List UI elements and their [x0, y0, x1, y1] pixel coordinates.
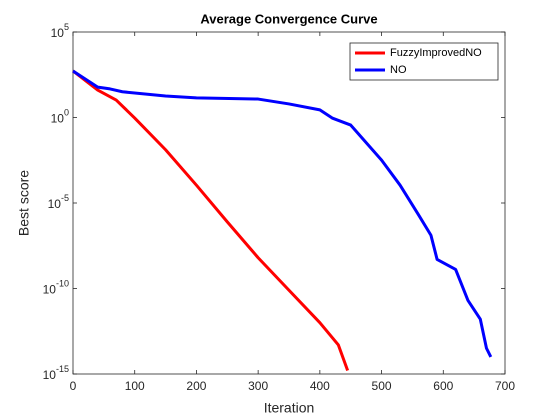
- chart-title: Average Convergence Curve: [200, 11, 377, 26]
- legend-box: [349, 42, 499, 81]
- x-tick-label: 500: [372, 379, 392, 393]
- x-axis-label: Iteration: [264, 400, 315, 416]
- y-tick-label: 10-5: [48, 193, 69, 211]
- x-tick-label: 0: [70, 379, 77, 393]
- tick-exponent: -15: [56, 364, 69, 374]
- x-tick-label: 400: [310, 379, 330, 393]
- y-axis-label: Best score: [16, 170, 32, 236]
- tick-base: 10: [51, 26, 65, 40]
- x-tick-label: 100: [125, 379, 145, 393]
- y-tick-label: 10-15: [43, 364, 69, 382]
- y-tick-label: 10-10: [43, 279, 69, 297]
- line-series: [72, 69, 350, 372]
- x-tick-label: 600: [433, 379, 453, 393]
- legend-label: NO: [390, 64, 407, 76]
- x-tick-label: 200: [186, 379, 206, 393]
- y-tick-label: 105: [51, 22, 69, 40]
- x-tick-label: 700: [495, 379, 515, 393]
- plot-frame: [72, 31, 506, 375]
- line-series: [72, 69, 493, 358]
- y-tick-label: 100: [51, 108, 69, 126]
- tick-base: 10: [51, 112, 65, 126]
- legend-label: FuzzyImprovedNO: [390, 47, 482, 59]
- tick-base: 10: [43, 368, 57, 382]
- tick-exponent: -10: [56, 279, 69, 289]
- x-tick-label: 300: [248, 379, 268, 393]
- tick-exponent: 5: [64, 22, 69, 32]
- tick-base: 10: [43, 283, 57, 297]
- tick-exponent: 0: [64, 108, 69, 118]
- tick-base: 10: [48, 197, 62, 211]
- tick-exponent: -5: [61, 193, 69, 203]
